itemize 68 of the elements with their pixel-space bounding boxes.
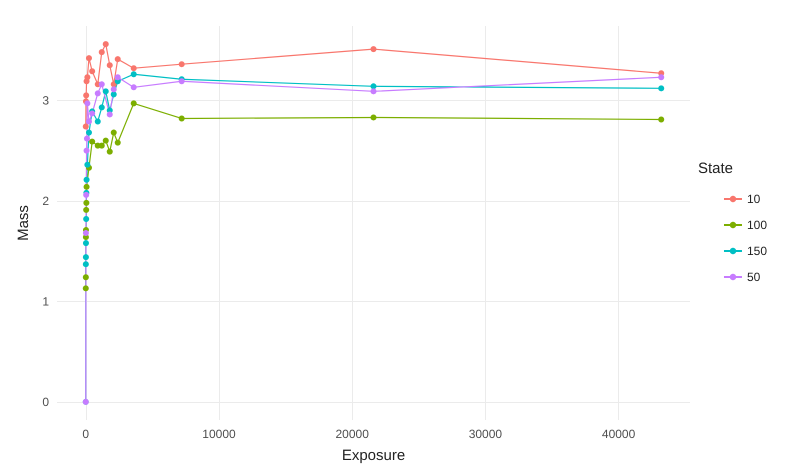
point [114,56,121,62]
point [94,90,101,96]
x-tick-label: 40000 [602,427,636,441]
point [94,118,101,124]
point [130,65,137,72]
y-tick-label: 2 [42,194,50,208]
point [110,91,117,98]
point [178,61,185,68]
point [102,138,109,144]
point [82,274,89,280]
point [658,116,664,122]
point [370,114,376,120]
point [82,261,89,268]
point [82,240,89,246]
point [658,74,664,80]
point [130,100,137,106]
point [89,68,96,74]
point [114,74,121,80]
point [178,115,185,122]
point [86,55,92,62]
point [106,148,113,155]
point [83,206,90,213]
point [86,118,92,124]
point [98,81,105,88]
legend-label: 100 [746,218,768,232]
x-tick-label: 30000 [468,427,502,441]
point [110,86,117,92]
point [89,138,96,145]
legend-label: 150 [746,244,768,258]
point [82,254,89,260]
legend-label: 50 [746,270,761,284]
point [110,130,117,136]
point [83,216,90,222]
point [130,84,137,90]
point [370,83,376,90]
point [84,162,90,168]
point [83,200,90,206]
point [86,130,92,136]
x-tick-label: 10000 [202,427,236,441]
point [102,41,109,48]
point [83,92,90,98]
point [106,62,113,68]
point [98,104,105,110]
y-tick-label: 1 [42,294,50,308]
x-tick-label: 20000 [336,427,370,441]
x-axis-title: Exposure [342,447,406,464]
point [370,46,376,52]
point [130,71,137,78]
point [84,184,90,190]
point [114,140,121,146]
legend-title: State [698,160,734,177]
y-tick-label: 3 [42,93,50,108]
point [106,111,113,118]
legend-label: 10 [746,192,761,206]
point [84,148,90,154]
point [98,49,105,56]
point [82,285,89,292]
x-tick-label: 0 [82,427,90,441]
point [102,88,109,94]
point [84,74,90,80]
point [658,85,664,92]
point [84,136,90,142]
point [82,124,89,130]
point [84,176,90,183]
point [82,230,89,236]
point [370,88,376,94]
y-axis-title: Mass [15,205,32,241]
y-tick-label: 0 [42,394,50,409]
